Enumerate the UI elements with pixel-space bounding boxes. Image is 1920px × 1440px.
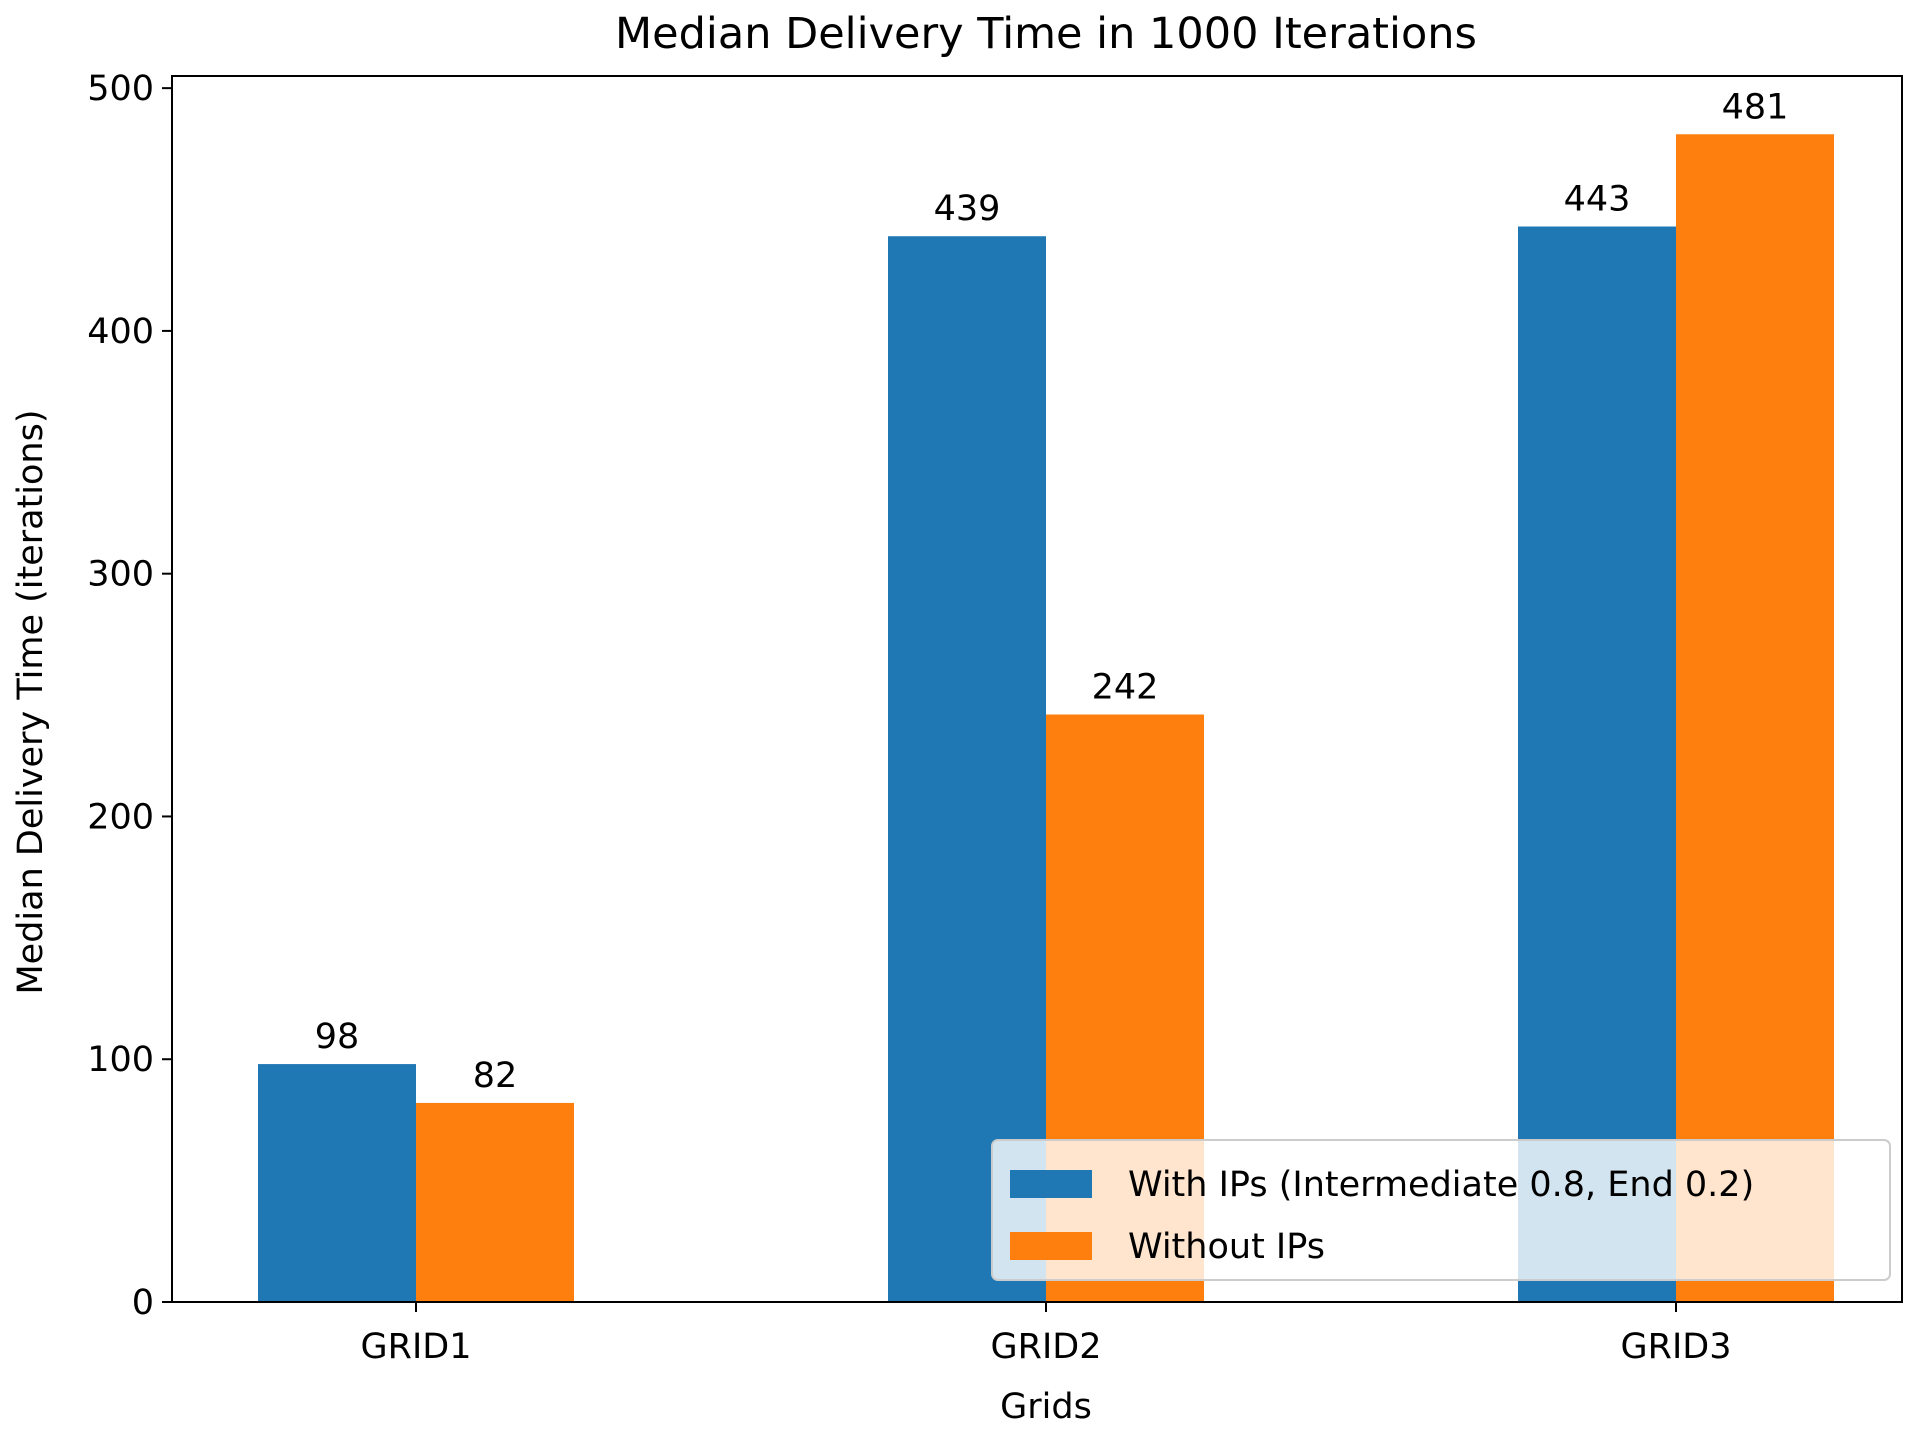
y-tick-label: 100 bbox=[87, 1040, 154, 1080]
bar-value-label: 82 bbox=[473, 1056, 518, 1096]
legend-label: With IPs (Intermediate 0.8, End 0.2) bbox=[1128, 1165, 1754, 1205]
bar-grid3-series-2 bbox=[1676, 134, 1834, 1302]
legend-box bbox=[991, 1139, 1891, 1281]
bar-grid1-series-2 bbox=[416, 1102, 574, 1302]
bar-value-label: 443 bbox=[1564, 180, 1631, 220]
legend-label: Without IPs bbox=[1128, 1227, 1325, 1267]
y-tick-label: 200 bbox=[87, 797, 154, 837]
bar-grid1-series-1 bbox=[258, 1064, 416, 1302]
y-tick-label: 0 bbox=[132, 1283, 154, 1323]
y-tick-label: 400 bbox=[87, 312, 154, 352]
bar-value-label: 98 bbox=[315, 1017, 360, 1057]
bar-value-label: 439 bbox=[934, 189, 1001, 229]
bar-grid2-series-1 bbox=[888, 236, 1046, 1302]
x-tick-label: GRID2 bbox=[991, 1327, 1102, 1367]
bars-group bbox=[258, 134, 1834, 1303]
bar-value-label: 481 bbox=[1722, 87, 1789, 127]
legend-swatch bbox=[1010, 1170, 1092, 1198]
bar-grid3-series-1 bbox=[1518, 226, 1676, 1303]
plot-frame bbox=[171, 75, 1903, 1303]
chart-title: Median Delivery Time in 1000 Iterations bbox=[615, 9, 1477, 59]
legend-swatch bbox=[1010, 1232, 1092, 1260]
bar-labels-group: 98 439 443 82 242 481 bbox=[315, 87, 1789, 1096]
legend: With IPs (Intermediate 0.8, End 0.2) With… bbox=[991, 1139, 1891, 1281]
x-tick-label: GRID1 bbox=[361, 1327, 472, 1367]
x-axis: GRID1 GRID2 GRID3 bbox=[361, 1302, 1732, 1367]
x-axis-label: Grids bbox=[1000, 1387, 1092, 1427]
bar-value-label: 242 bbox=[1092, 667, 1159, 707]
y-axis: 0 100 200 300 400 500 bbox=[87, 69, 172, 1323]
y-axis-label: Median Delivery Time (iterations) bbox=[11, 409, 51, 994]
y-tick-label: 300 bbox=[87, 555, 154, 595]
y-tick-label: 500 bbox=[87, 69, 154, 109]
x-tick-label: GRID3 bbox=[1621, 1327, 1732, 1367]
